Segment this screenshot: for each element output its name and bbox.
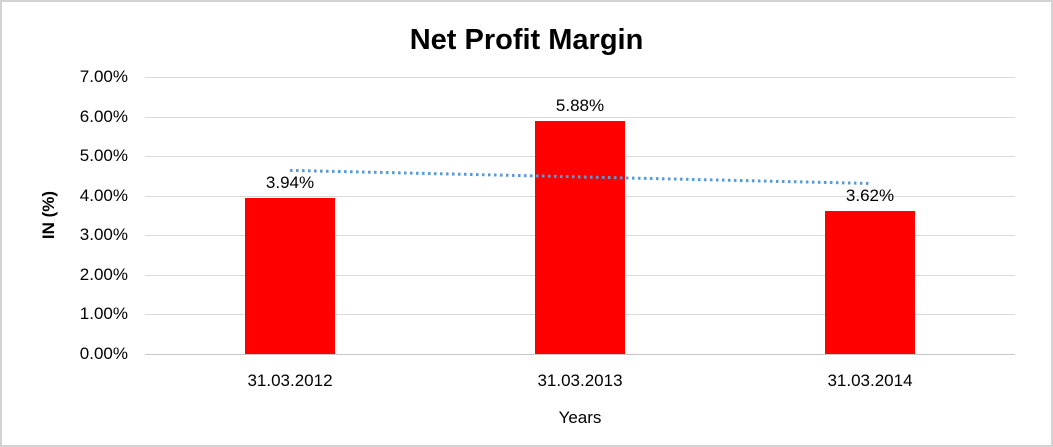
- x-axis-title: Years: [558, 408, 602, 427]
- data-label-31.03.2014: 3.62%: [845, 185, 895, 205]
- x-tick-label-31.03.2012: 31.03.2012: [247, 371, 333, 390]
- gridline-7: [145, 77, 1015, 78]
- bar-31.03.2014[interactable]: [825, 210, 915, 354]
- linear-trendline: [289, 168, 871, 185]
- gridline-6: [145, 116, 1015, 118]
- trendline: [289, 168, 871, 185]
- x-tick-label-31.03.2014: 31.03.2014: [827, 371, 913, 390]
- chart-title: Net Profit Margin: [409, 24, 644, 56]
- data-label-31.03.2013: 5.88%: [555, 96, 605, 116]
- y-tick-label: 0.00%: [79, 344, 128, 363]
- bar-31.03.2013[interactable]: [535, 121, 625, 354]
- bar-31.03.2012[interactable]: [245, 198, 335, 354]
- data-label-31.03.2012: 3.94%: [265, 173, 315, 193]
- y-tick-label: 5.00%: [79, 146, 128, 166]
- plot-area: 3.94% 5.88% 3.62%: [145, 77, 1015, 355]
- gridline-0: [145, 354, 1015, 355]
- y-tick-label: 1.00%: [79, 304, 128, 324]
- y-tick-label: 6.00%: [79, 106, 128, 126]
- x-tick-label-31.03.2013: 31.03.2013: [537, 371, 623, 390]
- y-tick-label: 4.00%: [79, 185, 128, 205]
- y-tick-label: 7.00%: [79, 67, 128, 86]
- y-tick-label: 2.00%: [79, 264, 128, 284]
- y-tick-label: 3.00%: [79, 225, 128, 245]
